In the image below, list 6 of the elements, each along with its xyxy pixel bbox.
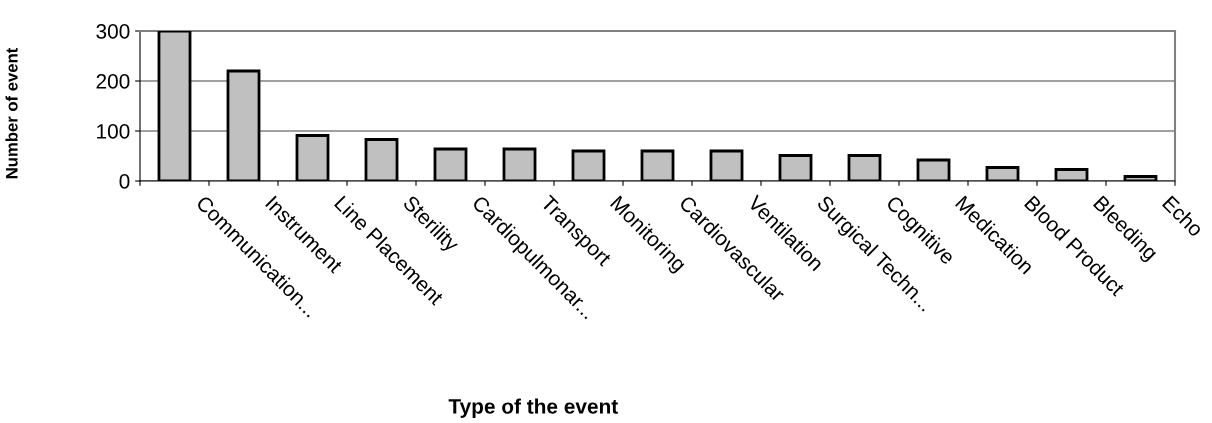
y-tick-label: 300 [96, 24, 130, 39]
y-tick-label: 100 [97, 124, 130, 139]
x-axis-title: Type of the event [448, 398, 618, 418]
y-tick-label: 0 [119, 174, 130, 189]
y-axis-title: Number of event [5, 47, 18, 179]
y-tick-label: 200 [96, 74, 130, 89]
